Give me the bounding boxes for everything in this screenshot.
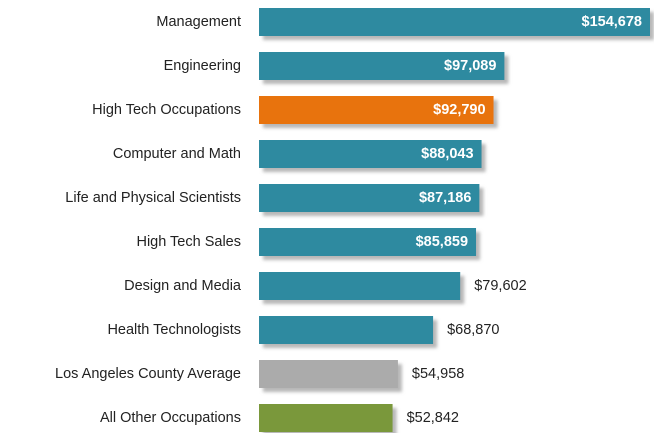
bar (259, 360, 398, 388)
value-label: $154,678 (582, 14, 642, 30)
value-label: $88,043 (421, 146, 473, 162)
bar (259, 316, 434, 344)
value-label: $79,602 (474, 278, 526, 294)
bar (259, 8, 650, 36)
value-label: $52,842 (407, 410, 459, 426)
bar (259, 404, 393, 432)
category-label: Life and Physical Scientists (65, 190, 241, 206)
category-label: Management (156, 14, 241, 30)
category-label: High Tech Occupations (92, 102, 241, 118)
bar (259, 184, 480, 212)
bar (259, 52, 505, 80)
bar (259, 96, 494, 124)
category-label: All Other Occupations (100, 410, 241, 426)
value-label: $97,089 (444, 58, 496, 74)
category-label: Computer and Math (113, 146, 241, 162)
category-label: Health Technologists (107, 322, 241, 338)
value-label: $68,870 (447, 322, 499, 338)
category-label: Design and Media (124, 278, 242, 294)
value-label: $54,958 (412, 366, 464, 382)
bar (259, 140, 482, 168)
category-label: Los Angeles County Average (55, 366, 241, 382)
value-label: $92,790 (433, 102, 485, 118)
category-label: High Tech Sales (136, 234, 241, 250)
value-label: $85,859 (416, 234, 468, 250)
value-label: $87,186 (419, 190, 471, 206)
category-label: Engineering (164, 58, 241, 74)
bar (259, 272, 461, 300)
bar (259, 228, 477, 256)
